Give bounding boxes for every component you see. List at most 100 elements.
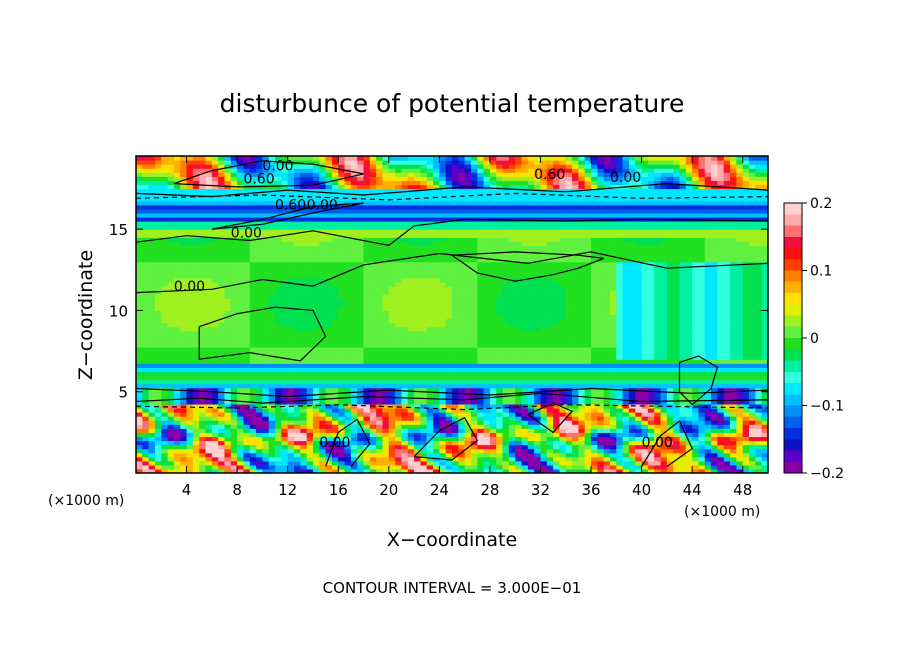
field-cell [395, 456, 403, 462]
field-cell [180, 448, 188, 454]
field-cell [306, 456, 314, 462]
field-cell [230, 208, 238, 214]
field-cell [483, 351, 491, 356]
field-cell [262, 196, 270, 202]
field-cell [268, 371, 276, 377]
field-cell [363, 416, 371, 421]
field-cell [173, 347, 181, 352]
field-cell [268, 338, 276, 344]
field-cell [192, 229, 200, 234]
field-cell [502, 168, 510, 173]
field-cell [433, 444, 440, 450]
field-cell [376, 387, 384, 393]
field-cell [376, 334, 384, 340]
field-cell [294, 468, 301, 473]
field-cell [433, 318, 440, 324]
field-cell [458, 286, 466, 291]
field-cell [192, 371, 200, 377]
field-cell [205, 351, 213, 356]
field-cell [477, 379, 485, 385]
field-cell [281, 456, 289, 462]
field-cell [388, 192, 396, 198]
field-cell [357, 306, 365, 312]
field-cell [294, 444, 301, 450]
field-cell [527, 261, 535, 267]
field-cell [167, 383, 175, 389]
field-cell [331, 184, 339, 190]
field-cell [470, 286, 478, 291]
field-cell [458, 290, 466, 295]
field-cell [344, 322, 352, 328]
field-cell [186, 184, 194, 190]
field-cell [452, 428, 459, 433]
field-cell [173, 314, 181, 320]
field-cell [407, 464, 415, 470]
field-cell [445, 424, 453, 429]
field-cell [464, 172, 472, 177]
field-cell [192, 334, 200, 340]
field-cell [281, 412, 289, 417]
field-cell [445, 168, 453, 173]
field-cell [420, 424, 428, 429]
field-cell [249, 229, 257, 234]
field-cell [142, 383, 150, 389]
field-cell [224, 156, 232, 161]
field-cell [331, 338, 339, 344]
field-cell [470, 318, 478, 324]
field-cell [199, 253, 207, 259]
field-cell [445, 338, 453, 344]
field-cell [502, 229, 510, 234]
field-cell [489, 225, 497, 230]
field-cell [180, 379, 188, 385]
field-cell [369, 383, 377, 389]
field-cell [205, 188, 213, 194]
field-cell [508, 265, 516, 271]
field-cell [407, 391, 415, 397]
field-cell [331, 241, 339, 247]
field-cell [205, 322, 213, 328]
field-cell [142, 249, 150, 255]
field-cell [477, 452, 485, 458]
field-cell [414, 160, 421, 165]
field-cell [388, 444, 396, 450]
field-cell [192, 464, 200, 470]
field-cell [230, 452, 238, 458]
field-cell [243, 355, 251, 360]
field-cell [294, 334, 301, 340]
field-cell [136, 302, 143, 307]
field-cell [401, 156, 409, 161]
field-cell [237, 273, 245, 279]
field-cell [369, 314, 377, 320]
field-cell [180, 334, 188, 340]
field-cell [452, 318, 459, 324]
field-cell [420, 273, 428, 279]
field-cell [452, 460, 459, 466]
field-cell [496, 233, 504, 238]
field-cell [439, 367, 447, 372]
field-cell [294, 379, 301, 385]
field-cell [237, 468, 245, 473]
field-cell [420, 286, 428, 291]
field-cell [489, 379, 497, 385]
field-cell [237, 212, 245, 218]
field-cell [395, 412, 403, 417]
field-cell [452, 310, 459, 316]
field-cell [142, 156, 150, 161]
field-cell [268, 363, 276, 368]
field-cell [256, 225, 263, 230]
field-cell [363, 424, 371, 429]
field-cell [527, 383, 535, 389]
field-cell [515, 412, 523, 417]
field-cell [154, 302, 162, 307]
field-cell [426, 273, 434, 279]
field-cell [230, 468, 238, 473]
field-cell [319, 233, 327, 238]
field-cell [306, 245, 314, 251]
field-cell [192, 306, 200, 312]
field-cell [338, 269, 346, 275]
field-cell [249, 326, 257, 332]
field-cell [211, 334, 219, 340]
field-cell [136, 164, 143, 169]
field-cell [218, 310, 226, 316]
field-cell [420, 456, 428, 462]
